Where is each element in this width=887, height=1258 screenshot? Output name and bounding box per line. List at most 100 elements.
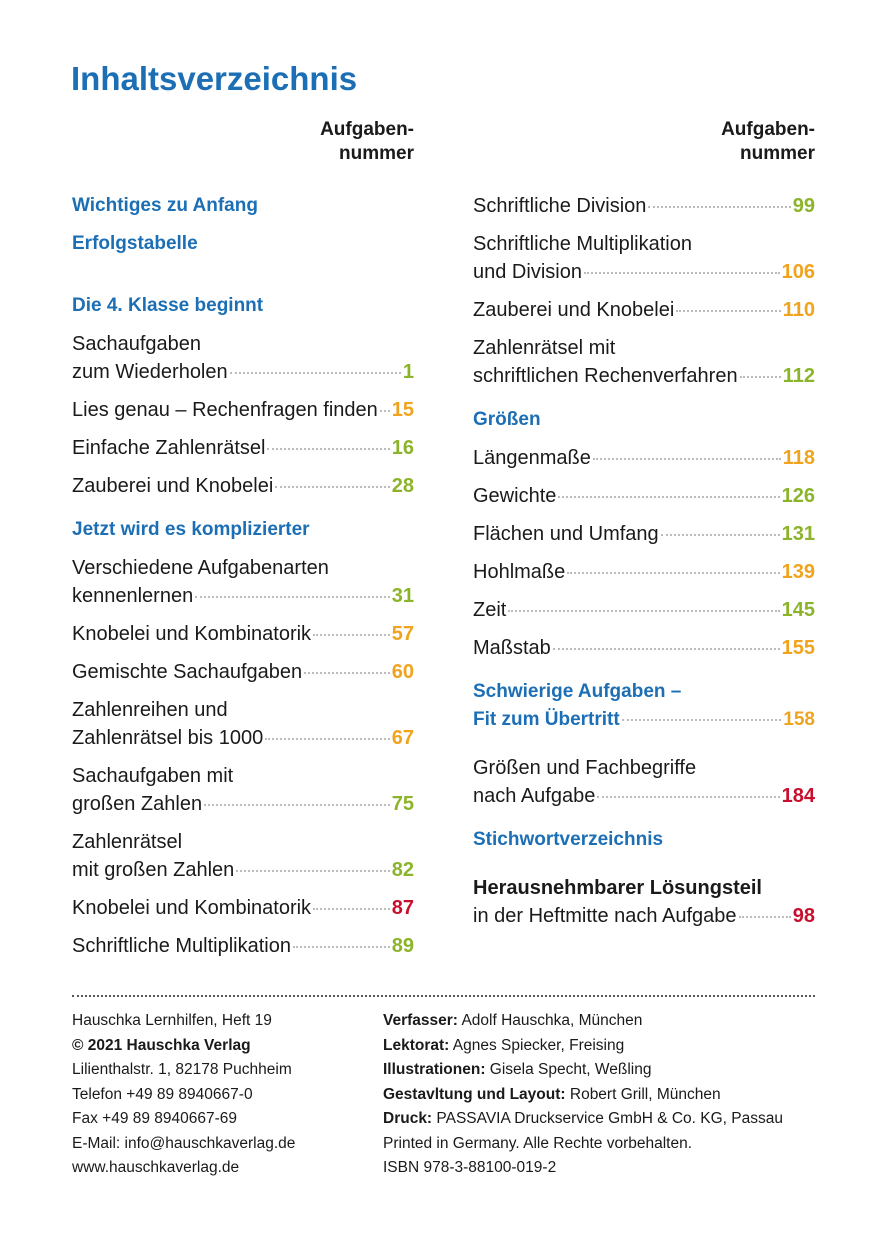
leader [739,376,781,378]
toc-entry: Flächen und Umfang 131 [473,520,815,548]
entry-row: in der Heftmitte nach Aufgabe 98 [473,902,815,930]
title: Inhaltsverzeichnis [71,60,358,97]
leader [621,719,782,721]
footer-line: Lektorat: Agnes Spiecker, Freising [383,1034,783,1059]
footer-label: Verfasser: [383,1012,458,1029]
toc-entry: Herausnehmbarer Lösungsteil in der Heftmi… [473,874,815,930]
toc-entry: Zauberei und Knobelei 28 [72,472,414,500]
entry-line: Schwierige Aufgaben – [473,681,682,702]
footer-text: PASSAVIA Druckservice GmbH & Co. KG, Pas… [436,1110,783,1127]
task-number: 110 [782,299,815,321]
toc-heading: Wichtiges zu Anfang [72,192,414,220]
footer-text: Agnes Spiecker, Freising [452,1036,625,1054]
task-number: 15 [391,399,414,421]
leader [313,908,390,910]
entry-line: in der Heftmitte nach Aufgabe [473,905,737,927]
entry-line: großen Zahlen [72,793,203,815]
entry-line: Gewichte [473,485,557,507]
footer-label: Druck: [383,1110,433,1127]
leader [313,634,390,636]
toc-entry: Einfache Zahlenrätsel 16 [72,434,414,462]
entry-line: Herausnehmbarer Lösungsteil [473,877,762,899]
toc-entry: Zahlenrätsel mit schriftlichen Rechenverf… [473,334,815,390]
entry-line: schriftlichen Rechenverfahren [473,365,738,387]
toc-entry: Gemischte Sachaufgaben 60 [72,658,414,686]
toc-entry: Schriftliche Multiplikation 89 [72,932,414,960]
entry-row: mit großen Zahlen 82 [72,856,414,884]
toc-heading: Erfolgstabelle [72,230,414,258]
leader [267,448,390,450]
leader [204,804,390,806]
task-number: 57 [391,623,414,645]
entry-line: Flächen und Umfang [473,523,659,545]
toc-entry: Knobelei und Kombinatorik 87 [72,894,414,922]
entry-row: und Division 106 [473,258,815,286]
entry-row: Einfache Zahlenrätsel 16 [72,434,414,462]
leader [552,648,780,650]
leader [236,870,390,872]
header-line: Aufgaben- [721,119,815,140]
task-number: 184 [781,785,815,807]
task-number: 28 [391,475,414,497]
task-number: 118 [782,447,815,469]
toc-list: Wichtiges zu Anfang Erfolgstabelle Die 4. … [72,192,414,970]
footer-line: Hauschka Lernhilfen, Heft 19 [72,1009,295,1034]
toc-entry: Gewichte 126 [473,482,815,510]
footer-text: Gisela Specht, Weßling [489,1061,652,1078]
entry-line: Fit zum Übertritt [473,709,620,730]
task-number: 131 [781,523,815,545]
toc-entry: Knobelei und Kombinatorik 57 [72,620,414,648]
entry-row: zum Wiederholen 1 [72,358,414,386]
task-number: 67 [391,727,414,749]
toc-entry: Sachaufgaben zum Wiederholen 1 [72,330,414,386]
entry-row: Gemischte Sachaufgaben 60 [72,658,414,686]
entry-line: zum Wiederholen [72,361,228,383]
toc-entry: Längenmaße 118 [473,444,815,472]
entry-row: Zahlenrätsel bis 1000 67 [72,724,414,752]
footer-text: © 2021 Hauschka Verlag [72,1036,251,1054]
entry-line: Schriftliche Division [473,195,647,217]
leader [379,410,390,412]
toc-entry: Schriftliche Multiplikation und Division 1… [473,230,815,286]
footer-line: Fax +49 89 8940667-69 [72,1107,295,1132]
footer-label: Lektorat: [383,1036,450,1054]
footer-line: E-Mail: info@hauschkaverlag.de [72,1132,295,1157]
toc-list: Schriftliche Division 99 Schriftliche Mult… [473,192,815,940]
entry-line: Wichtiges zu Anfang [72,195,258,216]
toc-entry: Hohlmaße 139 [473,558,815,586]
header-line: Aufgaben- [320,119,414,140]
entry-row: Flächen und Umfang 131 [473,520,815,548]
entry-line: Maßstab [473,637,551,659]
toc-entry: Zahlenreihen und Zahlenrätsel bis 1000 67 [72,696,414,752]
footer-text: ISBN 978-3-88100-019-2 [383,1159,557,1176]
entry-line: kennenlernen [72,585,194,607]
entry-row: Maßstab 155 [473,634,815,662]
entry-line: nach Aufgabe [473,785,596,807]
leader [676,310,781,312]
task-number: 158 [783,709,815,730]
leader [738,916,791,918]
entry-line: Die 4. Klasse beginnt [72,295,264,316]
entry-line: Erfolgstabelle [72,233,198,254]
entry-row: Zeit 145 [473,596,815,624]
footer-text: Printed in Germany. Alle Rechte vorbehal… [383,1134,693,1152]
entry-line: Zahlenrätsel [72,831,183,853]
leader [558,496,780,498]
entry-line: Zauberei und Knobelei [473,299,675,321]
toc-entry: Zauberei und Knobelei 110 [473,296,815,324]
footer-line: Illustrationen: Gisela Specht, Weßling [383,1058,783,1083]
toc-entry: Zeit 145 [473,596,815,624]
toc-heading: Größen [473,406,815,434]
task-number: 106 [781,261,815,283]
leader [304,672,390,674]
leader [229,372,401,374]
entry-line: Knobelei und Kombinatorik [72,623,312,645]
toc-heading: Jetzt wird es komplizierter [72,516,414,544]
entry-row: Schriftliche Division 99 [473,192,815,220]
entry-row: Fit zum Übertritt 158 [473,706,815,734]
footer-line: Telefon +49 89 8940667-0 [72,1083,295,1108]
footer-text: Fax +49 89 8940667-69 [72,1110,238,1127]
entry-row: Schriftliche Multiplikation 89 [72,932,414,960]
entry-line: Gemischte Sachaufgaben [72,661,303,683]
task-number: 98 [792,905,815,927]
